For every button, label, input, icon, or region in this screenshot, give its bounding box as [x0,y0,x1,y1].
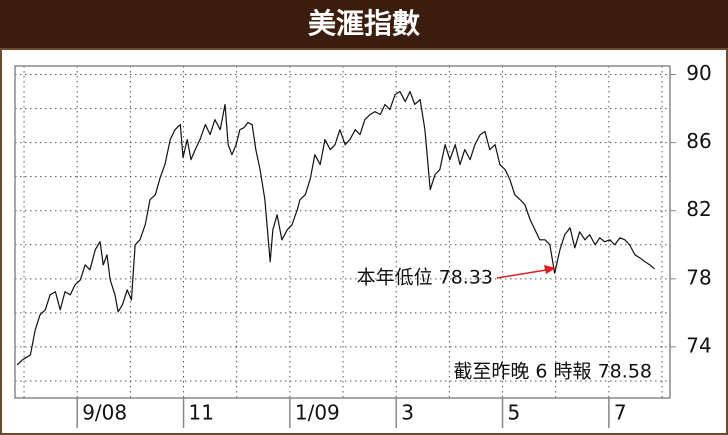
y-tick-label: 78 [686,265,711,289]
chart-title: 美滙指數 [308,7,420,40]
frame [0,48,728,435]
annotation-arrowhead [544,265,556,274]
y-tick-label: 90 [686,61,711,85]
annotation-arrow [496,269,547,279]
x-tick-label: 7 [614,401,627,425]
plot-area [14,65,671,399]
y-tick-label: 74 [686,333,711,357]
title-bar [0,0,728,48]
x-tick-label: 5 [508,401,521,425]
x-tick-label: 1/09 [295,401,340,425]
y-tick-label: 86 [686,129,711,153]
x-tick-label: 9/08 [82,401,127,425]
line-series [16,90,655,366]
latest-annotation: 截至昨晚 6 時報 78.58 [453,361,652,383]
low-annotation: 本年低位 78.33 [357,267,493,289]
y-tick-label: 82 [686,197,711,221]
x-tick-label: 11 [189,401,214,425]
x-tick-label: 3 [401,401,414,425]
